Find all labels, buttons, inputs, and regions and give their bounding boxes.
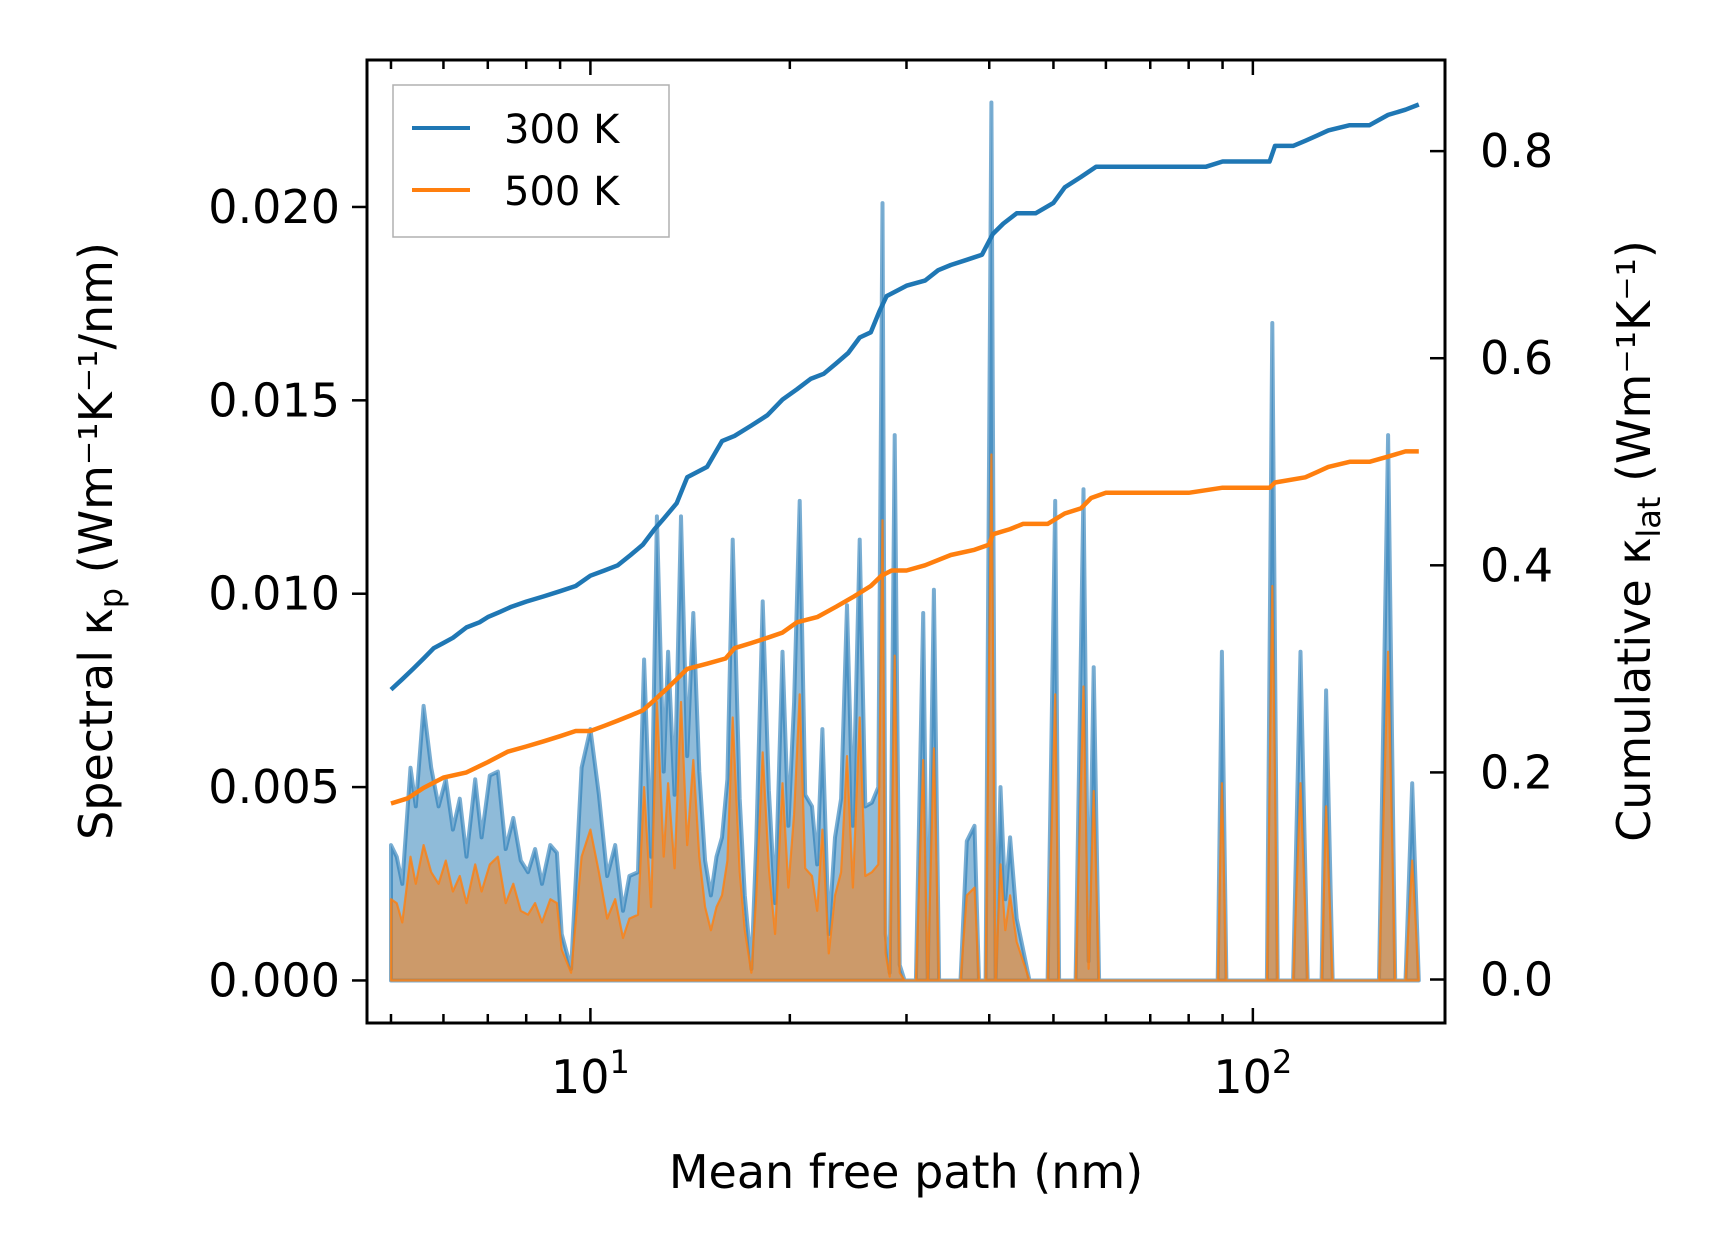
right-y-tick-label: 0.2 [1480, 745, 1553, 799]
x-tick-label: 101 [551, 1043, 630, 1104]
left-y-tick-label: 0.000 [208, 953, 340, 1007]
plot-area [389, 100, 1421, 983]
cumulative-line-300k [389, 102, 1420, 692]
legend-frame [392, 84, 670, 238]
left-y-tick-label: 0.010 [208, 567, 340, 621]
right-y-tick-label: 0.8 [1480, 124, 1553, 178]
legend-label-300k: 300 K [504, 107, 621, 153]
legend-label-500k: 500 K [504, 169, 621, 215]
left-y-tick-label: 0.005 [208, 760, 340, 814]
right-y-axis-title-units: (Wm⁻¹K⁻¹) [1607, 240, 1661, 496]
spectral-area-500k [389, 453, 1420, 982]
axis-ticks: 101 102 0.000 0.005 0.010 0.015 0.020 0.0 0.2 0.4… [208, 60, 1553, 1104]
x-axis-title: Mean free path (nm) [669, 1145, 1143, 1199]
left-y-tick-label: 0.020 [208, 180, 340, 234]
left-y-axis-title-units: (Wm⁻¹K⁻¹/nm) [69, 242, 123, 588]
left-y-axis-title: Spectral κp (Wm⁻¹K⁻¹/nm) [69, 242, 130, 840]
left-y-axis-title-sub: p [92, 588, 130, 608]
right-y-axis-title-main: Cumulative κ [1607, 538, 1661, 842]
left-y-tick-label: 0.015 [208, 373, 340, 427]
right-y-tick-label: 0.0 [1480, 953, 1553, 1007]
left-y-axis-title-main: Spectral κ [69, 608, 123, 840]
legend: 300 K 500 K [392, 84, 670, 238]
cumulative-line-500k [390, 449, 1419, 806]
right-y-axis-title: Cumulative κlat (Wm⁻¹K⁻¹) [1607, 240, 1668, 842]
x-tick-label: 102 [1213, 1043, 1292, 1104]
right-y-tick-label: 0.6 [1480, 331, 1553, 385]
right-y-axis-title-sub: lat [1630, 497, 1668, 538]
right-y-tick-label: 0.4 [1480, 538, 1553, 592]
